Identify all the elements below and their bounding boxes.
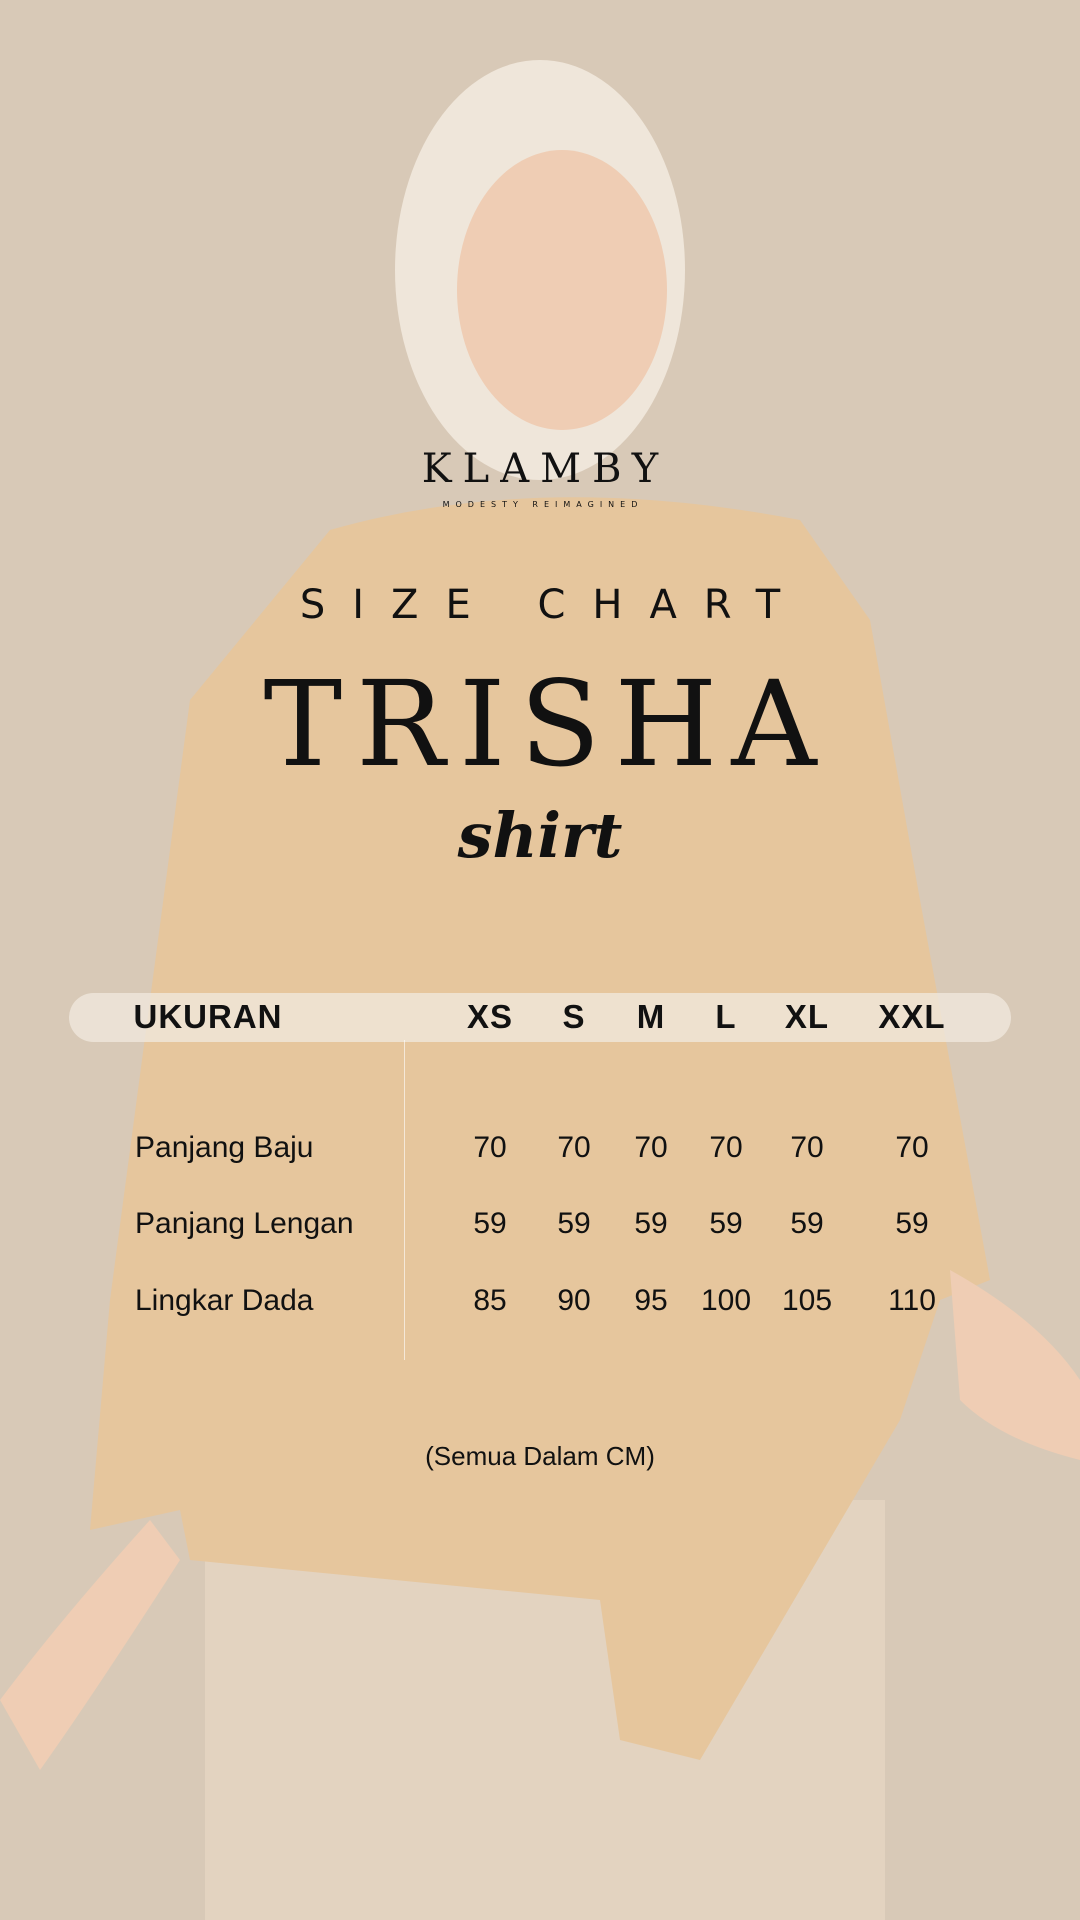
table-cell: 70 xyxy=(895,1131,929,1164)
table-cell: 105 xyxy=(781,1284,833,1317)
unit-note: (Semua Dalam CM) xyxy=(425,1441,655,1471)
table-cell: 59 xyxy=(634,1207,668,1240)
table-cell: 110 xyxy=(888,1284,936,1317)
table-cell: 59 xyxy=(895,1207,929,1240)
header-ukuran: UKURAN xyxy=(133,998,283,1035)
header-size: XL xyxy=(784,998,830,1035)
table-cell: 95 xyxy=(634,1284,668,1317)
product-name: TRISHA xyxy=(263,655,831,793)
header-size: XS xyxy=(466,998,514,1035)
heading: SIZE CHART xyxy=(299,582,808,628)
row-label: Panjang Baju xyxy=(135,1131,314,1164)
row-label: Panjang Lengan xyxy=(135,1207,354,1240)
header-size: M xyxy=(636,998,666,1035)
header-size: L xyxy=(715,998,737,1035)
shirt xyxy=(90,497,990,1761)
table-cell: 70 xyxy=(634,1131,668,1164)
header-size: XXL xyxy=(878,998,946,1035)
table-cell: 85 xyxy=(473,1284,507,1317)
table-cell: 70 xyxy=(557,1131,591,1164)
product-type: shirt xyxy=(457,799,623,872)
face xyxy=(457,150,667,430)
table-cell: 70 xyxy=(473,1131,507,1164)
table-cell: 100 xyxy=(700,1284,752,1317)
left-hand xyxy=(0,1520,180,1770)
table-cell: 59 xyxy=(790,1207,824,1240)
column-divider xyxy=(404,1040,405,1360)
brand-logo: KLAMBY xyxy=(421,446,670,492)
right-hand xyxy=(950,1270,1080,1460)
table-cell: 70 xyxy=(790,1131,824,1164)
table-cell: 59 xyxy=(473,1207,507,1240)
table-cell: 90 xyxy=(557,1284,591,1317)
table-cell: 70 xyxy=(709,1131,743,1164)
brand-tagline: MODESTY REIMAGINED xyxy=(442,500,644,509)
table-header-bar xyxy=(69,993,1011,1042)
table-cell: 59 xyxy=(557,1207,591,1240)
table-cell: 59 xyxy=(709,1207,743,1240)
header-size: S xyxy=(562,998,586,1035)
row-label: Lingkar Dada xyxy=(135,1284,314,1317)
